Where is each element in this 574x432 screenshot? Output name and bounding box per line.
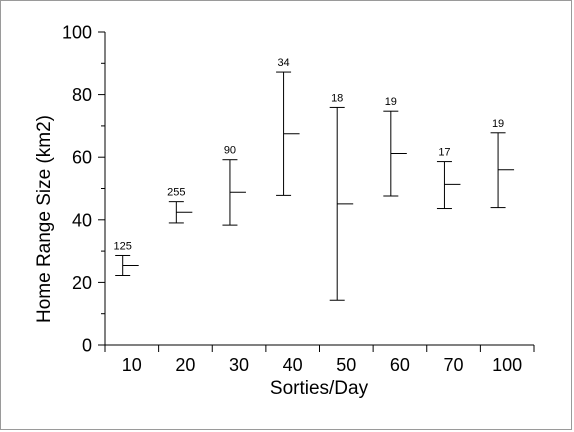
sample-size-label: 18 bbox=[331, 92, 343, 104]
range-bar-10: 125 bbox=[114, 240, 139, 277]
range-bar-30: 90 bbox=[222, 145, 246, 226]
x-tick-label: 50 bbox=[336, 355, 356, 375]
sample-size-label: 90 bbox=[224, 145, 236, 157]
y-tick-label: 60 bbox=[72, 148, 92, 168]
sample-size-label: 19 bbox=[385, 96, 397, 108]
range-bar-20: 255 bbox=[167, 187, 193, 224]
x-tick-label: 20 bbox=[175, 355, 195, 375]
y-tick-label: 40 bbox=[72, 210, 92, 230]
sample-size-label: 17 bbox=[438, 147, 450, 159]
x-tick-label: 70 bbox=[444, 355, 464, 375]
sample-size-label: 34 bbox=[277, 57, 289, 69]
y-tick-label: 20 bbox=[72, 273, 92, 293]
x-axis: 10 20 30 40 50 60 70 100 bbox=[104, 344, 535, 375]
range-marks: 125 255 90 34 18 19 17 19 bbox=[114, 57, 515, 301]
y-axis: 0 20 40 60 80 100 bbox=[62, 23, 106, 356]
x-tick-label: 100 bbox=[492, 355, 522, 375]
y-tick-label: 100 bbox=[62, 23, 92, 43]
x-tick-label: 40 bbox=[283, 355, 303, 375]
sample-size-label: 125 bbox=[114, 240, 132, 252]
sample-size-label: 19 bbox=[492, 118, 504, 130]
x-axis-title: Sorties/Day bbox=[270, 378, 369, 399]
x-tick-label: 10 bbox=[122, 355, 142, 375]
y-tick-label: 80 bbox=[72, 85, 92, 105]
range-bar-70: 17 bbox=[436, 147, 461, 210]
range-bar-60: 19 bbox=[383, 96, 407, 197]
range-bar-100: 19 bbox=[490, 118, 515, 209]
x-tick-label: 30 bbox=[229, 355, 249, 375]
y-tick-label: 0 bbox=[82, 336, 92, 356]
sample-size-label: 255 bbox=[167, 187, 185, 199]
x-tick-label: 60 bbox=[390, 355, 410, 375]
range-bar-50: 18 bbox=[329, 92, 354, 301]
range-bar-40: 34 bbox=[276, 57, 300, 196]
y-axis-title: Home Range Size (km2) bbox=[34, 115, 55, 323]
